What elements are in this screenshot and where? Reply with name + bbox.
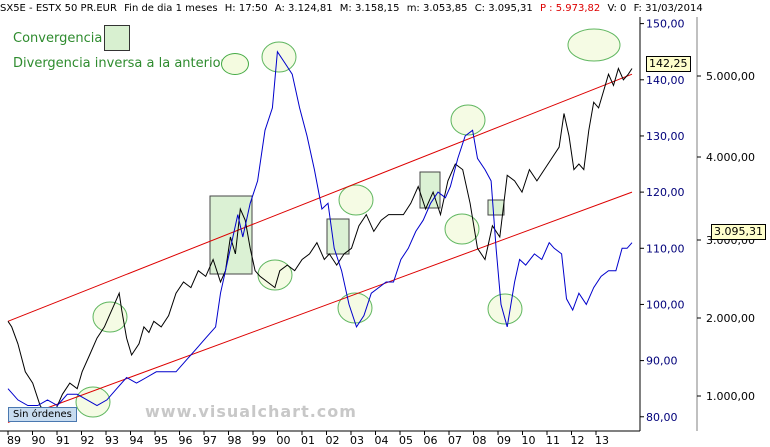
header-max: M: 3.158,15 <box>339 3 400 14</box>
divergence-ellipse <box>450 104 486 136</box>
x-tick-label: 00 <box>277 434 291 447</box>
header-date: F: 31/03/2014 <box>633 3 703 14</box>
inner-last-badge: 142,25 <box>646 56 691 72</box>
outer-y-tick-label: 4.000,00 <box>706 151 755 164</box>
outer-y-tick-label: 2.000,00 <box>706 312 755 325</box>
legend-convergence-swatch <box>104 25 130 51</box>
divergence-ellipse <box>567 28 621 62</box>
x-tick-label: 95 <box>154 434 168 447</box>
x-tick-label: 90 <box>32 434 46 447</box>
legend-convergence-label: Convergencia <box>13 31 103 46</box>
divergence-ellipse <box>444 213 480 245</box>
inner-y-tick-label: 120,00 <box>646 186 685 199</box>
inner-y-tick-label: 140,00 <box>646 74 685 87</box>
header-high: H: 17:50 <box>224 3 268 14</box>
x-tick-label: 13 <box>595 434 609 447</box>
x-tick-label: 03 <box>350 434 364 447</box>
x-tick-label: 96 <box>179 434 193 447</box>
divergence-ellipse <box>487 293 523 325</box>
x-tick-label: 89 <box>7 434 21 447</box>
series-line-blue <box>7 50 633 407</box>
divergence-ellipse <box>338 184 374 216</box>
highlight-shapes <box>75 28 621 418</box>
x-tick-label: 98 <box>228 434 242 447</box>
header-open: A: 3.124,81 <box>274 3 333 14</box>
x-axis-ticks: 89 90 91 92 93 94 95 96 97 98 99 00 01 02 03 04 05 06 07 08… <box>7 431 609 447</box>
x-tick-label: 11 <box>546 434 560 447</box>
legend-divergence: Divergencia inversa a la anterior <box>13 56 226 71</box>
divergence-ellipse <box>261 41 297 73</box>
inner-axis-panel <box>640 17 697 431</box>
inner-y-tick-label: 80,00 <box>646 411 678 424</box>
x-tick-label: 08 <box>473 434 487 447</box>
header-p-value: P : 5.973,82 <box>539 3 601 14</box>
x-tick-label: 99 <box>252 434 266 447</box>
x-tick-label: 02 <box>326 434 340 447</box>
watermark: www.visualchart.com <box>145 402 357 421</box>
x-tick-label: 09 <box>497 434 511 447</box>
legend-convergence: Convergencia <box>13 31 102 46</box>
outer-y-tick-label: 1.000,00 <box>706 390 755 403</box>
x-tick-label: 01 <box>301 434 315 447</box>
x-tick-label: 97 <box>203 434 217 447</box>
header-period: Fin de dia 1 meses <box>124 3 218 14</box>
price-series <box>7 50 633 418</box>
inner-y-tick-label: 100,00 <box>646 298 685 311</box>
x-tick-label: 10 <box>522 434 536 447</box>
x-tick-label: 05 <box>399 434 413 447</box>
plot-area <box>0 17 640 431</box>
x-tick-label: 92 <box>81 434 95 447</box>
x-tick-label: 07 <box>448 434 462 447</box>
legend-divergence-label: Divergencia inversa a la anterior <box>13 56 226 71</box>
x-tick-label: 91 <box>56 434 70 447</box>
divergence-ellipse <box>92 301 128 333</box>
inner-y-tick-label: 110,00 <box>646 242 685 255</box>
x-tick-label: 93 <box>105 434 119 447</box>
orders-status[interactable]: Sin órdenes <box>8 407 77 422</box>
header-v-value: V: 0 <box>607 3 627 14</box>
chart-header: SX5E - ESTX 50 PR.EUR Fin de dia 1 meses… <box>0 0 770 17</box>
x-tick-label: 06 <box>424 434 438 447</box>
x-tick-label: 04 <box>375 434 389 447</box>
outer-last-badge: 3.095,31 <box>711 224 766 240</box>
convergence-box <box>487 199 505 216</box>
outer-y-tick-label: 5.000,00 <box>706 70 755 83</box>
convergence-box <box>209 195 253 275</box>
header-min: m: 3.053,85 <box>406 3 468 14</box>
inner-y-tick-label: 130,00 <box>646 130 685 143</box>
x-tick-label: 12 <box>571 434 585 447</box>
inner-y-tick-label: 90,00 <box>646 355 678 368</box>
header-symbol: SX5E - ESTX 50 PR.EUR <box>0 3 117 14</box>
header-close: C: 3.095,31 <box>474 3 533 14</box>
inner-y-axis-ticks: 150,00 140,00 130,00 120,00 110,00 100,00 90,0… <box>640 18 685 424</box>
series-line-black <box>7 67 633 418</box>
channel-line-lower <box>7 191 633 423</box>
inner-y-tick-label: 150,00 <box>646 18 685 31</box>
convergence-box <box>326 218 350 255</box>
x-tick-label: 94 <box>130 434 144 447</box>
legend-divergence-swatch <box>221 53 249 75</box>
